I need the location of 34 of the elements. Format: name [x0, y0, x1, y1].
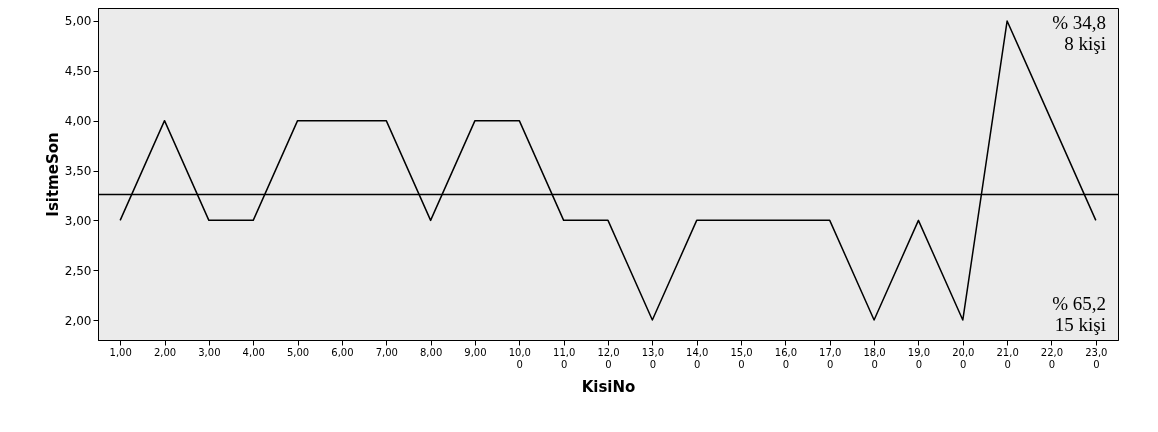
x-tick-label: 8,00: [419, 346, 443, 358]
x-tick-label: 9,00: [464, 346, 487, 358]
x-tick-label: 12,00: [597, 346, 620, 370]
x-tick-label: 7,00: [375, 346, 398, 358]
x-tick-label: 20,00: [952, 346, 975, 370]
y-axis-title: IsitmeSon: [43, 132, 62, 217]
x-axis-title: KisiNo: [581, 377, 636, 396]
x-tick-label: 5,00: [286, 346, 310, 358]
x-tick-label: 15,00: [730, 346, 753, 370]
x-tick-label: 14,00: [686, 346, 709, 370]
annotation: % 34,8 8 kişi: [1052, 12, 1106, 54]
y-tick-label: 5,00: [64, 14, 92, 29]
y-tick-label: 3,50: [64, 164, 92, 179]
x-tick-label: 18,00: [863, 346, 886, 370]
x-tick-label: 19,00: [907, 346, 931, 370]
x-tick-label: 1,00: [109, 346, 132, 358]
x-tick-label: 21,00: [996, 346, 1019, 370]
x-tick-label: 13,00: [641, 346, 664, 370]
y-tick-label: 2,50: [64, 263, 92, 278]
x-tick-label: 16,00: [774, 346, 798, 370]
y-tick-label: 4,50: [64, 64, 92, 79]
x-tick-label: 2,00: [153, 346, 177, 358]
x-tick-label: 22,00: [1040, 346, 1064, 370]
x-tick-label: 3,00: [198, 346, 221, 358]
y-tick-label: 4,00: [64, 114, 92, 129]
x-tick-label: 23,00: [1085, 346, 1108, 370]
x-tick-label: 11,00: [553, 346, 576, 370]
x-tick-label: 17,00: [819, 346, 842, 370]
annotation: % 65,2 15 kişi: [1052, 293, 1106, 335]
y-tick-label: 3,00: [64, 213, 92, 228]
x-tick-label: 10,00: [508, 346, 531, 370]
x-tick-label: 6,00: [331, 346, 354, 358]
y-tick-label: 2,00: [64, 313, 92, 328]
x-tick-label: 4,00: [242, 346, 265, 358]
